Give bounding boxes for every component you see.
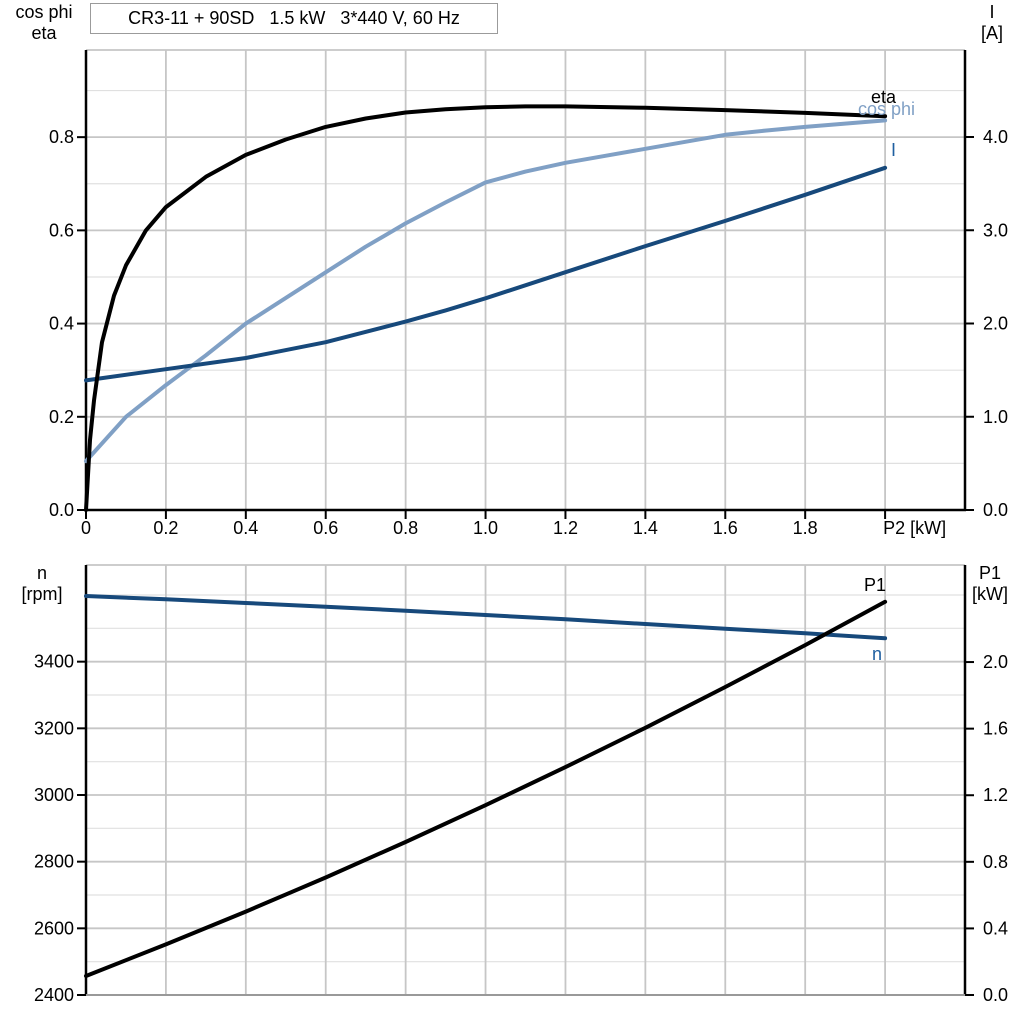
right-tick-label: 1.2 (983, 785, 1008, 805)
x-tick-label: 1.6 (713, 518, 738, 538)
left-tick-label: 0.8 (49, 127, 74, 147)
x-tick-label: 0.4 (233, 518, 258, 538)
top-left-axis-label: cos phi eta (6, 2, 82, 44)
curve-label-cos-phi: cos phi (858, 99, 916, 119)
left-tick-label: 2400 (34, 985, 74, 1005)
right-tick-label: 1.0 (983, 407, 1008, 427)
right-tick-label: 0.0 (983, 500, 1008, 520)
curve-P1 (84, 599, 888, 978)
x-tick-label: 0.6 (313, 518, 338, 538)
axis-label-current-unit: [A] (980, 23, 1003, 43)
left-tick-label: 3200 (34, 718, 74, 738)
axis-label-p1: P1 (978, 563, 1002, 583)
chart-title: CR3-11 + 90SD 1.5 kW 3*440 V, 60 Hz (90, 3, 498, 34)
left-tick-label: 0.4 (49, 314, 74, 334)
top-right-axis-label: I [A] (962, 2, 1022, 44)
left-tick-label: 3000 (34, 785, 74, 805)
right-tick-label: 3.0 (983, 220, 1008, 240)
axis-label-speed: n (36, 563, 47, 583)
left-tick-label: 0.2 (49, 407, 74, 427)
x-tick-label: 1.2 (553, 518, 578, 538)
left-tick-label: 3400 (34, 652, 74, 672)
x-tick-label: 0.8 (393, 518, 418, 538)
curve-n (84, 594, 888, 641)
left-tick-label: 0.6 (49, 220, 74, 240)
right-tick-label: 2.0 (983, 314, 1008, 334)
right-tick-label: 0.0 (983, 985, 1008, 1005)
curve-I (84, 165, 888, 383)
curve-label-eta: eta (871, 87, 897, 107)
axis-label-p1-unit: [kW] (972, 584, 1008, 604)
right-tick-label: 2.0 (983, 652, 1008, 672)
curve-eta (84, 104, 888, 512)
curve-label-current: I (891, 140, 897, 160)
x-axis-unit-label: P2 [kW] (883, 518, 946, 538)
left-tick-label: 2600 (34, 918, 74, 938)
x-tick-label: 1.0 (473, 518, 498, 538)
x-tick-label: 1.4 (633, 518, 658, 538)
axis-label-current: I (989, 2, 995, 22)
bottom-left-axis-label: n [rpm] (4, 563, 80, 605)
bottom-right-axis-label: P1 [kW] (958, 563, 1022, 605)
left-tick-label: 2800 (34, 852, 74, 872)
axis-label-cos-phi: cos phi (15, 2, 73, 22)
curve-label-n: n (872, 644, 883, 664)
right-tick-label: 0.8 (983, 852, 1008, 872)
left-tick-label: 0.0 (49, 500, 74, 520)
curve-label-p1: P1 (864, 575, 887, 595)
x-tick-label: 0.2 (153, 518, 178, 538)
right-tick-label: 1.6 (983, 719, 1008, 739)
axis-label-eta: eta (31, 23, 57, 43)
axis-label-speed-unit: [rpm] (21, 584, 63, 604)
right-tick-label: 0.4 (983, 918, 1008, 938)
curve-cos_phi (84, 118, 888, 464)
x-tick-label: 0 (81, 518, 91, 538)
x-tick-label: 1.8 (793, 518, 818, 538)
right-tick-label: 4.0 (983, 127, 1008, 147)
